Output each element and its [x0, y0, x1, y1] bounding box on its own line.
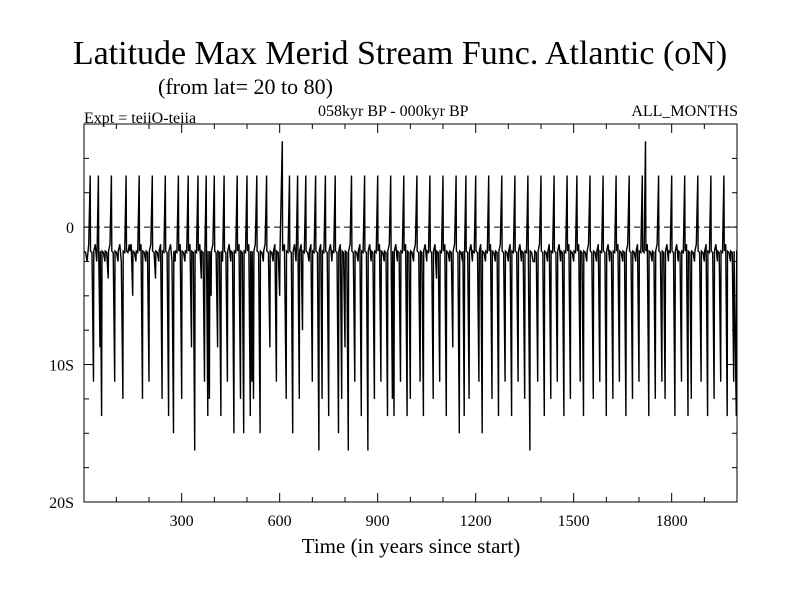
axis-ticks [84, 123, 737, 503]
y-tick-label: 20S [49, 495, 74, 512]
axis-tick-labels: 300 600 900 1200 1500 1800 0 10S 20S [49, 220, 688, 530]
y-tick-label: 0 [66, 220, 74, 237]
x-tick-label: 300 [170, 513, 194, 530]
y-tick-label: 10S [49, 358, 74, 375]
x-tick-label: 1500 [558, 513, 590, 530]
series-line [83, 141, 738, 451]
x-tick-label: 1200 [460, 513, 492, 530]
chart-title: Latitude Max Merid Stream Func. Atlantic… [72, 35, 728, 72]
x-tick-label: 1800 [656, 513, 688, 530]
x-tick-label: 600 [268, 513, 292, 530]
months-label: ALL_MONTHS [631, 103, 738, 120]
x-axis-label: Time (in years since start) [301, 534, 521, 558]
period-label: 058kyr BP - 000kyr BP [318, 103, 469, 120]
chart-subtitle: (from lat= 20 to 80) [158, 74, 333, 99]
experiment-label: Expt = teiiO-teiia [84, 110, 197, 127]
x-tick-label: 900 [366, 513, 390, 530]
